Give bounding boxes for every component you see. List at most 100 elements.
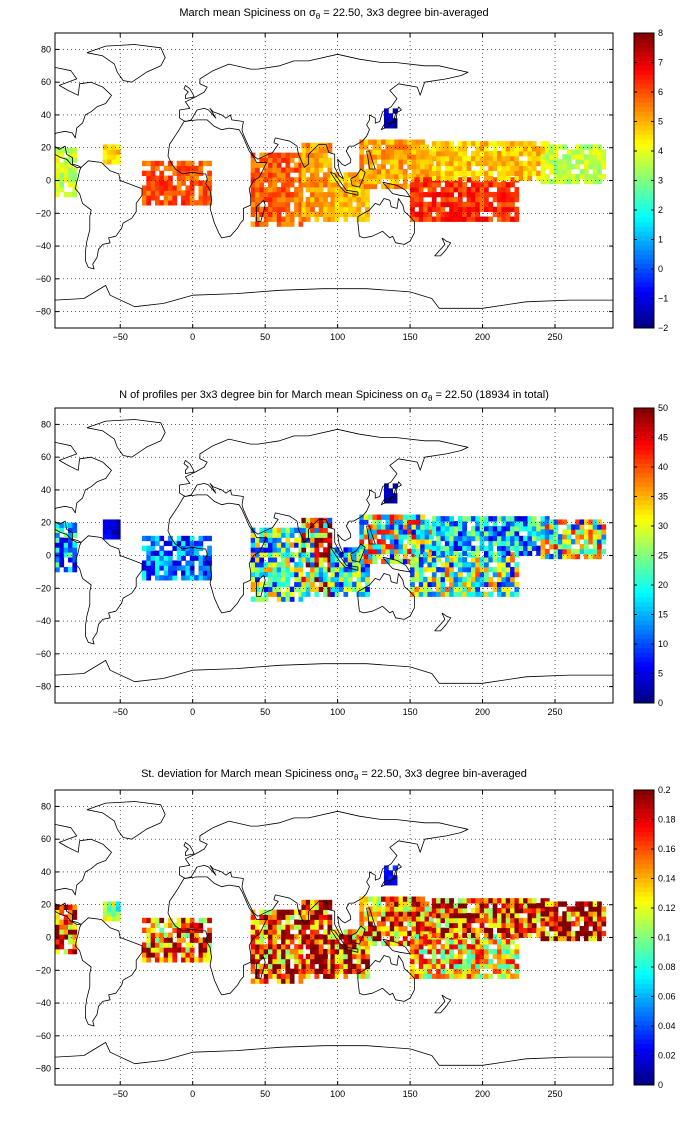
bin-cell [372, 548, 378, 555]
bin-cell [427, 963, 433, 970]
colorbar-tick-label: 0.1 [658, 933, 671, 943]
bin-cell [484, 191, 489, 198]
bin-cell [334, 566, 340, 573]
bin-cell [570, 164, 576, 170]
bin-cell [462, 206, 468, 213]
bin-cell [449, 216, 454, 222]
bin-cell [549, 154, 554, 160]
bin-cell [359, 524, 365, 530]
bin-cell [440, 576, 446, 583]
bin-cell [255, 216, 260, 222]
bin-cell [372, 940, 378, 947]
bin-cell [168, 540, 173, 547]
bin-cell [501, 903, 507, 909]
bin-cell [420, 169, 425, 175]
bin-cell [334, 547, 340, 553]
bin-cell [531, 170, 537, 176]
bin-cell [385, 514, 391, 520]
bin-cell [305, 522, 311, 529]
bin-cell [394, 916, 399, 922]
colorbar-step [634, 942, 654, 948]
bin-cell [484, 146, 489, 152]
bin-cell [501, 922, 507, 929]
bin-cell [301, 152, 307, 158]
bin-cell [359, 139, 365, 145]
bin-cell [298, 566, 304, 573]
bin-cell [544, 141, 550, 147]
colorbar-tick-label: 0 [658, 1080, 663, 1090]
bin-cell [163, 540, 169, 547]
bin-cell [276, 591, 282, 597]
bin-cell [330, 566, 336, 573]
bin-cell [584, 164, 589, 170]
bin-cell [418, 944, 424, 950]
bin-cell [141, 927, 147, 933]
bin-cell [475, 939, 481, 945]
bin-cell [314, 948, 320, 955]
bin-cell [453, 216, 459, 222]
bin-cell [415, 519, 421, 525]
bin-cell [436, 535, 441, 542]
bin-cell [185, 190, 191, 196]
bin-cell [497, 530, 502, 537]
bin-cell [540, 526, 546, 532]
bin-cell [314, 522, 320, 529]
bin-cell [334, 586, 340, 592]
colorbar-step [634, 88, 654, 94]
bin-cell [352, 182, 357, 188]
bin-cell [255, 172, 260, 178]
bin-cell [359, 149, 365, 155]
colorbar-step [634, 166, 654, 172]
bin-cell [492, 898, 498, 904]
bin-cell [514, 581, 520, 588]
bin-cell [394, 926, 399, 932]
bin-cell [294, 944, 299, 950]
bin-cell [505, 170, 511, 176]
bin-cell [150, 195, 156, 201]
bin-cell [376, 935, 382, 942]
bin-cell [431, 182, 437, 188]
bin-cell [102, 159, 108, 165]
bin-cell [492, 557, 498, 563]
bin-cell [310, 953, 315, 960]
bin-cell [343, 948, 349, 955]
colorbar-step [634, 684, 654, 690]
bin-cell [505, 581, 511, 588]
bin-cell [407, 144, 412, 150]
bin-cell [457, 917, 463, 924]
bin-cell [176, 560, 182, 566]
bin-cell [440, 530, 446, 537]
bin-cell [415, 164, 421, 170]
colorbar-step [634, 550, 654, 556]
bin-cell [255, 182, 260, 188]
bin-cell [384, 108, 389, 114]
bin-cell [259, 968, 265, 974]
bin-cell [388, 123, 394, 129]
bin-cell [410, 968, 415, 974]
bin-cell [470, 526, 476, 532]
bin-cell [298, 934, 304, 940]
bin-cell [427, 211, 433, 217]
bin-cell [388, 870, 394, 876]
bin-cell [347, 576, 353, 583]
bin-cell [59, 904, 65, 911]
bin-cell [457, 958, 463, 965]
bin-cell [168, 570, 173, 576]
bin-cell [294, 211, 299, 217]
bin-cell [263, 944, 269, 950]
bin-cell [466, 552, 472, 558]
bin-cell [272, 934, 278, 940]
bin-cell [453, 591, 459, 597]
bin-cell [268, 924, 273, 930]
y-tick-label: 20 [41, 900, 51, 910]
bin-cell [444, 939, 450, 945]
bin-cell [510, 571, 515, 578]
bin-cell [411, 519, 417, 525]
bin-cell [347, 206, 353, 213]
bin-cell [592, 154, 598, 160]
bin-cell [198, 195, 204, 201]
bin-cell [276, 953, 282, 960]
bin-cell [202, 957, 208, 963]
bin-cell [318, 914, 324, 920]
bin-cell [457, 963, 463, 970]
